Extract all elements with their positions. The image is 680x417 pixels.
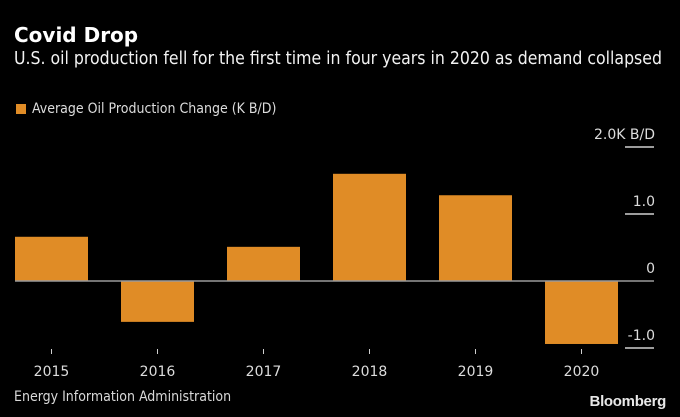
x-tick-label-2019: 2019: [458, 364, 494, 380]
bloomberg-logo: Bloomberg: [589, 393, 667, 410]
bar-2018: [333, 173, 406, 281]
y-tick-label-0: 2.0K B/D: [594, 127, 655, 143]
chart-subtitle: U.S. oil production fell for the first t…: [14, 49, 662, 69]
bar-2019: [439, 195, 512, 281]
x-tick-label-2016: 2016: [140, 364, 176, 380]
legend: Average Oil Production Change (K B/D): [16, 101, 276, 117]
bar-2020: [545, 281, 618, 344]
bar-2016: [121, 281, 194, 322]
chart-title: Covid Drop: [14, 23, 139, 47]
bar-2017: [227, 246, 300, 281]
source-note: Energy Information Administration: [14, 389, 232, 405]
y-tick-label-3: -1.0: [628, 328, 655, 344]
bar-2015: [15, 236, 88, 281]
y-tick-label-1: 1.0: [633, 194, 655, 210]
x-tick-label-2015: 2015: [34, 364, 70, 380]
legend-swatch: [16, 104, 26, 114]
legend-label: Average Oil Production Change (K B/D): [32, 101, 277, 117]
x-tick-label-2020: 2020: [564, 364, 600, 380]
x-tick-label-2017: 2017: [246, 364, 282, 380]
y-tick-label-2: 0: [646, 261, 655, 277]
x-tick-label-2018: 2018: [352, 364, 388, 380]
